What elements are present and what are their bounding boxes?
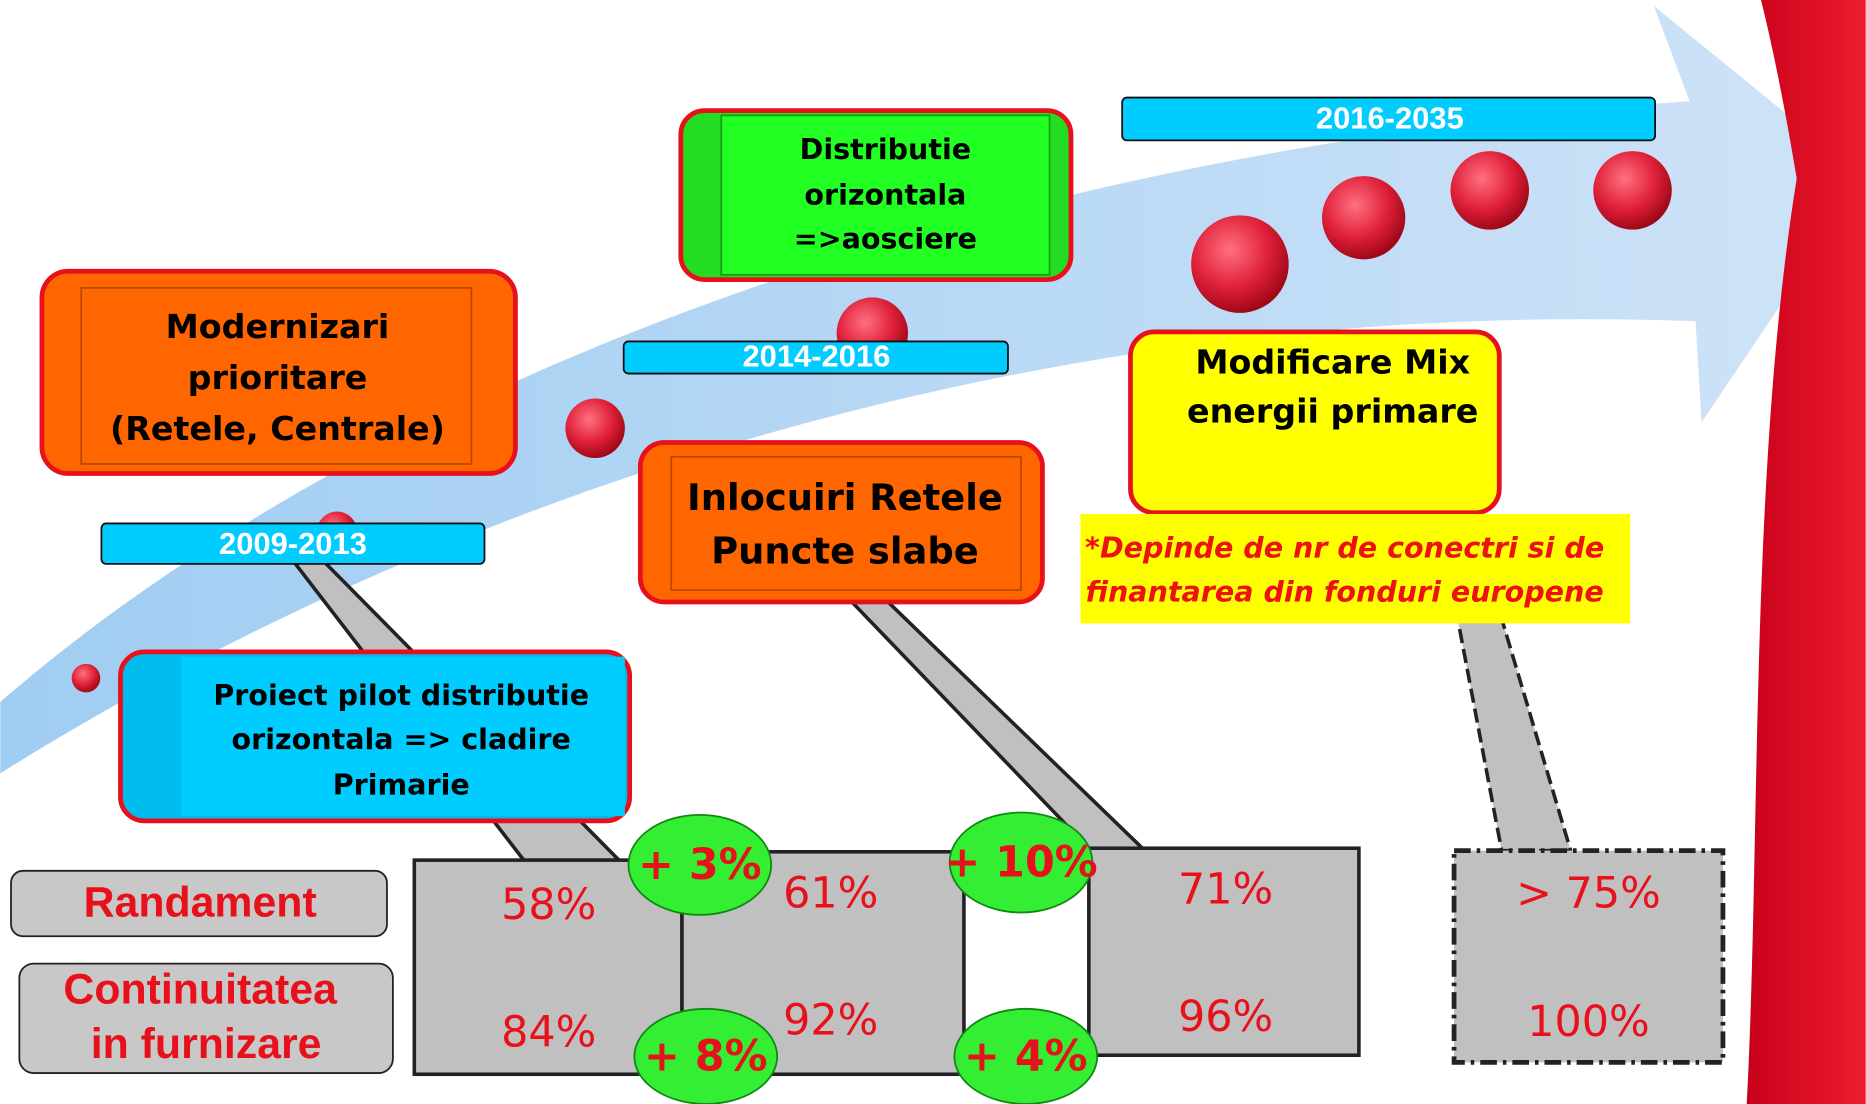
increment: + 4% bbox=[964, 1031, 1087, 1081]
period: 2009-2013 bbox=[219, 526, 367, 561]
box-proiect: Proiect pilot distributie orizontala => … bbox=[120, 652, 629, 821]
increment: + 8% bbox=[644, 1031, 767, 1081]
value: 92% bbox=[783, 996, 878, 1046]
value: 100% bbox=[1527, 997, 1649, 1047]
box-text: orizontala => cladire bbox=[232, 722, 571, 756]
box-text: Proiect pilot distributie bbox=[213, 678, 589, 712]
value: 58% bbox=[501, 880, 596, 930]
box-text: (Retele, Centrale) bbox=[110, 409, 445, 448]
box-text: Distributie bbox=[800, 132, 972, 166]
box-text: prioritare bbox=[188, 358, 368, 397]
box-inlocuiri: Inlocuiri Retele Puncte slabe bbox=[640, 443, 1042, 602]
increment: + 10% bbox=[944, 837, 1097, 887]
box-text: Modernizari bbox=[166, 307, 390, 346]
row-label: Randament bbox=[84, 879, 317, 927]
box-text: energii primare bbox=[1187, 391, 1478, 430]
value: 96% bbox=[1178, 992, 1273, 1042]
value: > 75% bbox=[1516, 868, 1661, 918]
row-label: Continuitatea bbox=[63, 965, 338, 1013]
note-text: *Depinde de nr de conectri si de bbox=[1085, 531, 1604, 565]
box-modernizari: Modernizari prioritare (Retele, Centrale… bbox=[42, 271, 515, 473]
box-text: Modificare Mix bbox=[1195, 343, 1470, 382]
note: *Depinde de nr de conectri si de finanta… bbox=[1081, 514, 1631, 623]
box-text: Primarie bbox=[333, 767, 470, 801]
diagram: 2009-2013 2014-2016 2016-2035 Modernizar… bbox=[0, 0, 1866, 1104]
value: 71% bbox=[1178, 865, 1273, 915]
period: 2014-2016 bbox=[742, 338, 890, 373]
period: 2016-2035 bbox=[1316, 100, 1464, 135]
increment: + 3% bbox=[638, 840, 761, 890]
box-text: Inlocuiri Retele bbox=[687, 476, 1003, 519]
row-labels: Randament Continuitatea in furnizare bbox=[11, 871, 393, 1073]
note-text: finantarea din fonduri europene bbox=[1086, 575, 1604, 609]
row-label: in furnizare bbox=[91, 1020, 322, 1068]
box-text: =>aosciere bbox=[794, 221, 977, 255]
box-distributie: Distributie orizontala =>aosciere bbox=[681, 111, 1071, 280]
value: 84% bbox=[501, 1008, 596, 1058]
value: 61% bbox=[783, 868, 878, 918]
box-text: orizontala bbox=[804, 177, 966, 211]
box-modificare: Modificare Mix energii primare bbox=[1130, 332, 1499, 513]
box-text: Puncte slabe bbox=[711, 530, 979, 573]
